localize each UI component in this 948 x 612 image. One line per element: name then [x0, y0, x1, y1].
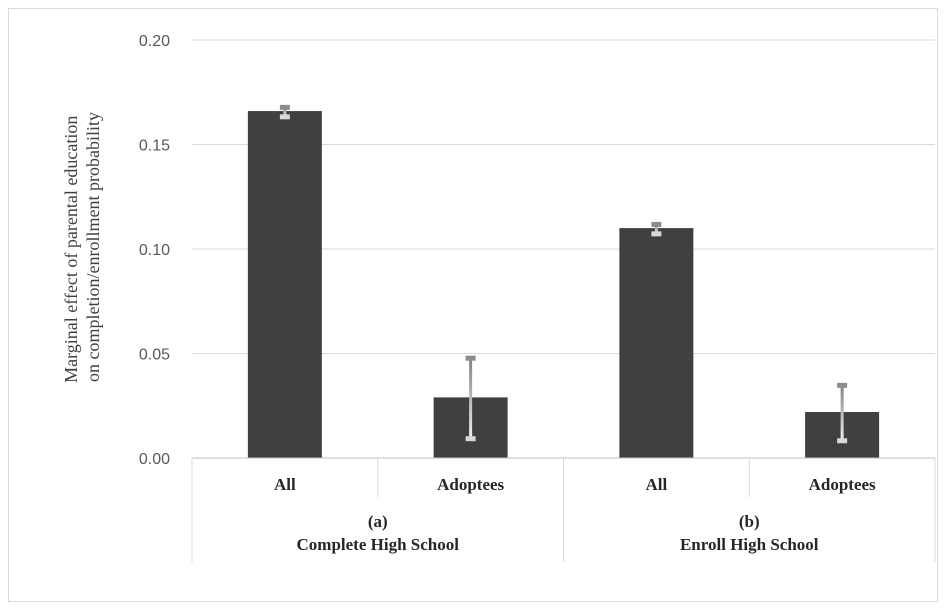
y-tick-label: 0.05 — [139, 347, 170, 364]
bar — [619, 228, 694, 458]
error-cap-top — [651, 221, 662, 227]
error-bar — [469, 357, 473, 440]
category-label: Adoptees — [437, 475, 504, 494]
error-bar — [654, 223, 658, 235]
error-bar — [283, 106, 287, 118]
category-label: All — [274, 475, 296, 494]
y-tick-label: 0.20 — [139, 33, 170, 50]
y-tick-label: 0.00 — [139, 451, 170, 468]
group-letter: (b) — [739, 512, 760, 531]
error-cap-bottom — [465, 436, 476, 442]
y-axis-label-line-2: on completion/enrollment probability — [83, 112, 103, 382]
category-label: All — [646, 475, 668, 494]
y-tick-labels: 0.00 0.05 0.10 0.15 0.20 — [139, 33, 170, 468]
group-title: Complete High School — [297, 535, 460, 554]
bars — [247, 104, 880, 458]
error-cap-top — [465, 355, 476, 361]
category-label: Adoptees — [809, 475, 876, 494]
error-cap-top — [279, 104, 290, 110]
x-axis: All Adoptees All Adoptees (a) Complete High S… — [191, 457, 936, 562]
group-letter: (a) — [368, 512, 388, 531]
chart-frame — [8, 8, 938, 602]
error-bar — [840, 384, 844, 442]
error-cap-bottom — [279, 114, 290, 120]
y-axis-label: Marginal effect of parental education on… — [61, 111, 103, 383]
y-axis-label-line-1: Marginal effect of parental education — [61, 116, 81, 383]
group-title: Enroll High School — [680, 535, 819, 554]
y-tick-label: 0.10 — [139, 242, 170, 259]
error-cap-bottom — [837, 438, 848, 444]
y-tick-label: 0.15 — [139, 138, 170, 155]
bar — [247, 111, 322, 458]
error-cap-bottom — [651, 231, 662, 237]
error-cap-top — [837, 382, 848, 388]
